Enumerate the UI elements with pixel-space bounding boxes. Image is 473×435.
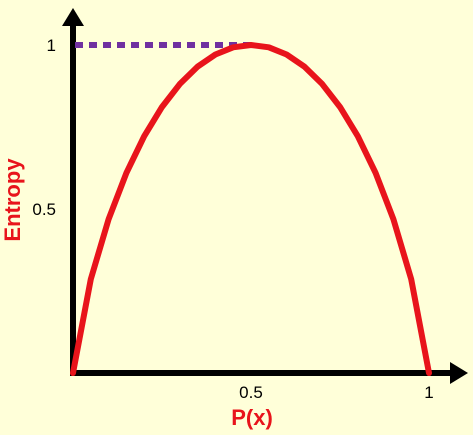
x-axis-arrow: [450, 362, 468, 384]
series-line-0: [70, 42, 432, 376]
y-axis-arrow: [62, 8, 84, 26]
x-tick-label: 1: [424, 383, 433, 402]
y-tick-label: 1: [47, 36, 56, 55]
tick-labels: 0.5 1 0.5 1: [32, 36, 433, 402]
x-axis-label: P(x): [231, 405, 273, 430]
axes: [62, 8, 468, 384]
y-tick-label: 0.5: [32, 200, 56, 219]
x-tick-label: 0.5: [239, 383, 263, 402]
series-group: [70, 42, 432, 376]
y-axis-label: Entropy: [0, 158, 25, 242]
